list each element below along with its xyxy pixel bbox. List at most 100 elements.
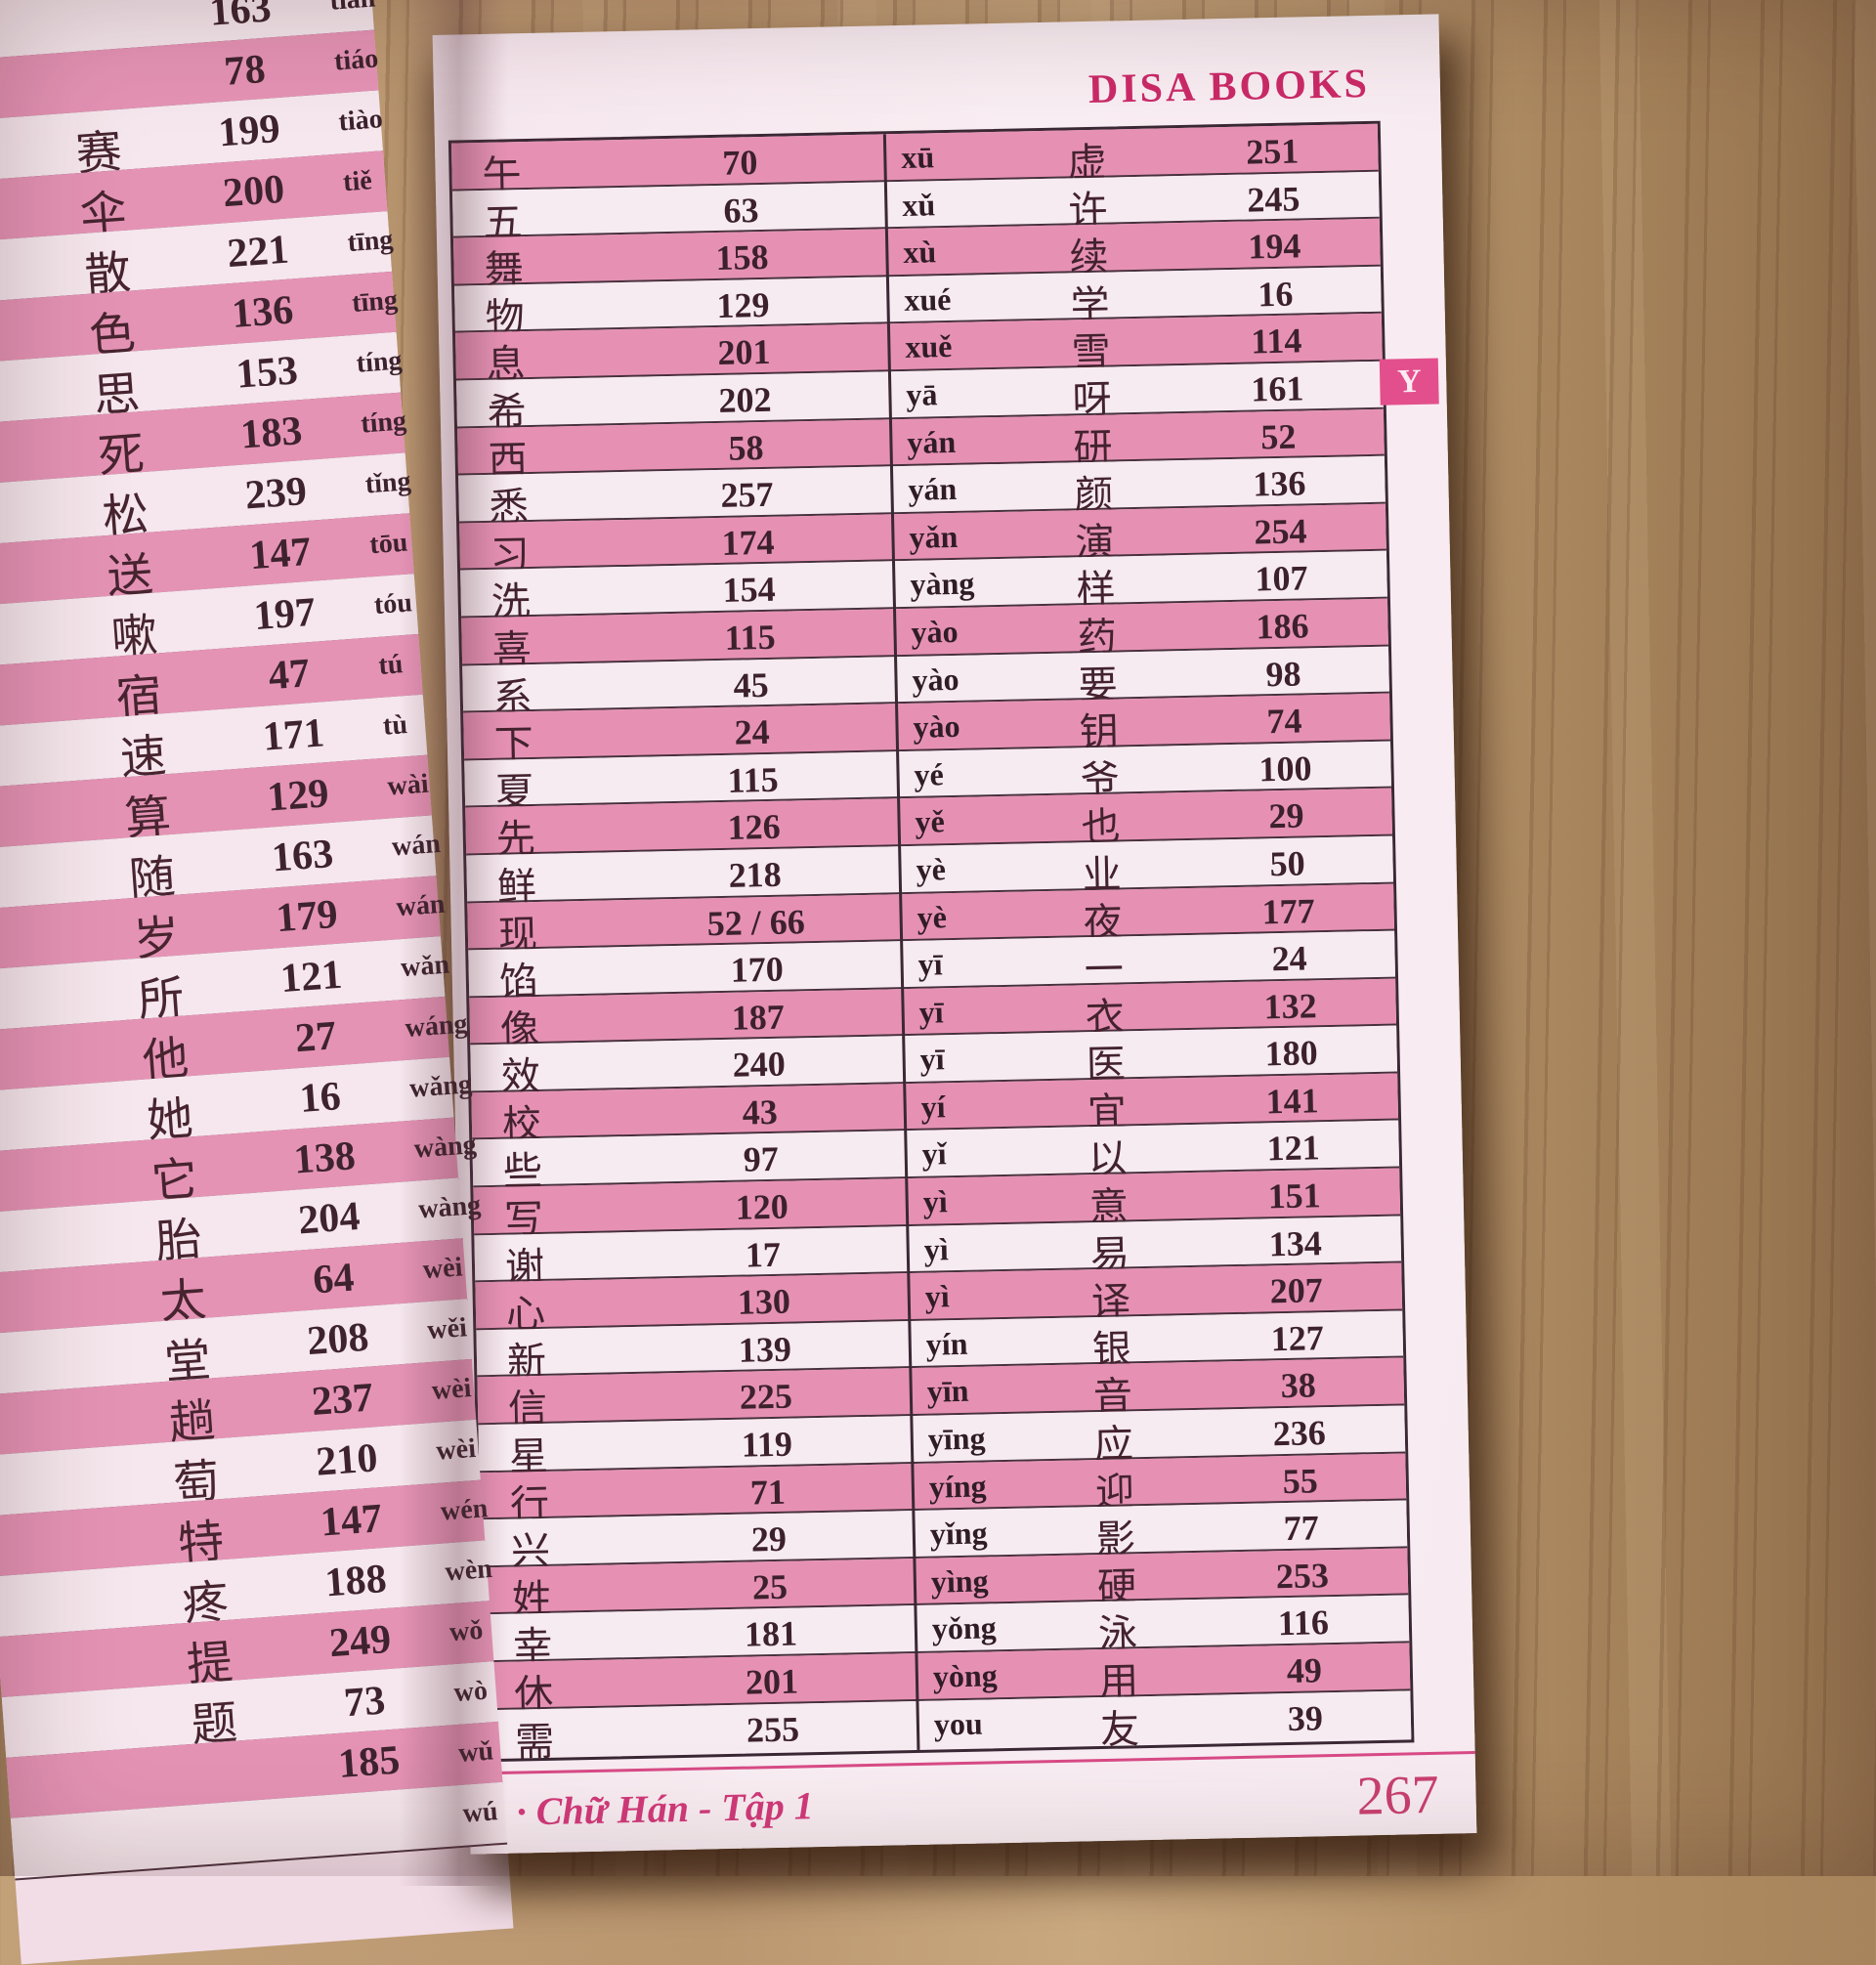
pinyin-cell: tōu xyxy=(368,527,409,561)
page-number-cell-left: 130 xyxy=(737,1281,791,1322)
pinyin-cell: tù xyxy=(381,709,409,742)
page-number-cell-right: 55 xyxy=(1282,1460,1319,1501)
pinyin-cell: wán xyxy=(390,828,442,863)
pinyin-cell: tiě xyxy=(342,165,373,198)
page-number-cell-left: 52 / 66 xyxy=(706,901,806,943)
folio-page-number: 267 xyxy=(1355,1764,1440,1827)
page-number-cell-left: 25 xyxy=(751,1566,789,1607)
pinyin-cell: wèi xyxy=(435,1432,477,1467)
pinyin-cell: wèi xyxy=(430,1373,473,1406)
page-number-cell-right: 236 xyxy=(1272,1413,1327,1454)
page-number-cell-left: 129 xyxy=(716,284,770,325)
page-number-cell-left: 201 xyxy=(717,332,771,373)
pinyin-cell: wén xyxy=(439,1493,490,1527)
page-number-cell-right: 38 xyxy=(1280,1365,1317,1406)
pinyin-cell: wàng xyxy=(417,1189,483,1225)
page-number-cell-left: 202 xyxy=(718,379,772,420)
page-number-cell-left: 181 xyxy=(744,1613,798,1655)
page-number-cell-left: 225 xyxy=(739,1377,793,1418)
page-number-cell-left: 71 xyxy=(749,1472,787,1513)
page-number-cell-left: 119 xyxy=(741,1424,793,1465)
page-number-cell-right: 177 xyxy=(1261,890,1315,931)
page-number-cell-right: 180 xyxy=(1264,1033,1319,1074)
page-number-cell-right: 251 xyxy=(1245,131,1300,172)
index-table: 午 70 xū 虚 251 五 63 xǔ 许 245 舞 158 xù 续 1… xyxy=(448,120,1415,1765)
publisher-header: DISA BOOKS xyxy=(1087,61,1371,112)
pinyin-cell: tiáo xyxy=(332,43,380,77)
page-number-cell-left: 170 xyxy=(730,949,785,990)
page-number-cell-right: 100 xyxy=(1258,748,1312,790)
page-number-cell-left: 158 xyxy=(715,237,769,278)
page-number-cell-right: 52 xyxy=(1259,416,1297,456)
page-number-cell-right: 121 xyxy=(1266,1128,1321,1169)
page-number-cell-right: 161 xyxy=(1250,368,1304,409)
pinyin-cell: wǎng xyxy=(408,1069,474,1104)
right-page-rows: 午 70 xū 虚 251 五 63 xǔ 许 245 舞 158 xù 续 1… xyxy=(450,123,1412,1765)
page-number-cell-right: 114 xyxy=(1250,320,1302,362)
page-number-cell-right: 50 xyxy=(1269,843,1305,884)
page-number-cell-right: 151 xyxy=(1267,1175,1322,1217)
pinyin-cell: wèn xyxy=(444,1553,493,1588)
page-number-cell-left: 187 xyxy=(731,997,786,1038)
pinyin-cell: wǒ xyxy=(448,1614,485,1648)
page-number-cell-right: 134 xyxy=(1268,1222,1323,1263)
page-number-cell-right: 194 xyxy=(1247,226,1301,267)
pinyin-cell: tīng xyxy=(351,284,399,319)
pinyin-cell: wěi xyxy=(426,1312,468,1346)
page-number-cell-right: 49 xyxy=(1286,1650,1323,1691)
page-number-cell-left: 58 xyxy=(728,427,764,468)
page-number-cell-right: 116 xyxy=(1277,1602,1330,1644)
page-number-cell-left: 240 xyxy=(732,1044,787,1086)
page-number-cell-right: 253 xyxy=(1275,1555,1330,1597)
hanzi-cell-right: 友 xyxy=(1099,1706,1140,1753)
page-number-cell-left: 139 xyxy=(738,1329,792,1370)
page-number-cell-left: 218 xyxy=(728,854,783,895)
page-number-cell-right: 207 xyxy=(1269,1270,1324,1311)
page-number-cell-left: 154 xyxy=(722,570,776,611)
pinyin-cell: wàng xyxy=(412,1130,478,1165)
pinyin-cell: tiān xyxy=(328,0,440,18)
page-number-cell-left: 97 xyxy=(743,1139,780,1180)
page-number-cell-right: 127 xyxy=(1270,1318,1325,1359)
page-number-cell-left: 126 xyxy=(727,807,782,848)
pinyin-cell: tíng xyxy=(360,406,408,440)
page-number-cell-left: 201 xyxy=(745,1661,799,1702)
page-number-cell-right: 132 xyxy=(1263,985,1318,1027)
page-number-cell-right: 29 xyxy=(1268,795,1304,836)
page-number-cell-left: 45 xyxy=(733,664,770,705)
pinyin-cell: wèi xyxy=(421,1252,464,1286)
page-number-cell-left: 43 xyxy=(742,1091,779,1132)
page-number-cell-right: 254 xyxy=(1254,511,1307,552)
page-number-cell-right: 136 xyxy=(1253,463,1306,504)
page-number-cell-left: 17 xyxy=(745,1234,782,1275)
page-number-cell-right: 39 xyxy=(1287,1697,1324,1738)
page-number-cell-right: 141 xyxy=(1265,1081,1320,1122)
page-number-cell-right: 16 xyxy=(1257,274,1294,315)
page-number-cell-right: 186 xyxy=(1256,606,1309,647)
page-number-cell-right: 245 xyxy=(1246,179,1300,220)
page-number-cell-left: 63 xyxy=(723,190,759,231)
page-number-cell-right: 77 xyxy=(1283,1508,1320,1549)
pinyin-cell: wán xyxy=(395,888,447,923)
page-number-cell-left: 120 xyxy=(735,1186,789,1227)
pinyin-cell: tiào xyxy=(337,104,384,138)
page-number-cell-left: 174 xyxy=(721,522,775,563)
pinyin-cell: wú xyxy=(461,1796,499,1829)
pinyin-cell: tǐng xyxy=(363,466,412,500)
right-page: DISA BOOKS 午 70 xū 虚 251 五 63 xǔ 许 245 舞… xyxy=(432,14,1477,1855)
page-number-cell-right: 98 xyxy=(1265,654,1301,694)
pinyin-cell: wáng xyxy=(404,1008,469,1044)
page-number-cell-left: 255 xyxy=(746,1709,800,1750)
page-number-cell-left: 24 xyxy=(734,712,771,752)
pinyin-cell: tú xyxy=(377,649,405,681)
pinyin-cell: wò xyxy=(452,1675,489,1709)
page-number-cell-left: 29 xyxy=(750,1518,788,1559)
page-number-cell-left: 115 xyxy=(724,617,777,658)
section-tab-y: Y xyxy=(1379,358,1439,406)
pinyin-cell: tóu xyxy=(372,587,413,621)
pinyin-cell: tīng xyxy=(346,224,395,259)
pinyin-cell: wǔ xyxy=(457,1735,495,1769)
page-number-cell-left: 115 xyxy=(727,759,780,800)
pinyin-cell: tíng xyxy=(355,345,404,379)
page-number-cell-right: 107 xyxy=(1255,558,1308,599)
